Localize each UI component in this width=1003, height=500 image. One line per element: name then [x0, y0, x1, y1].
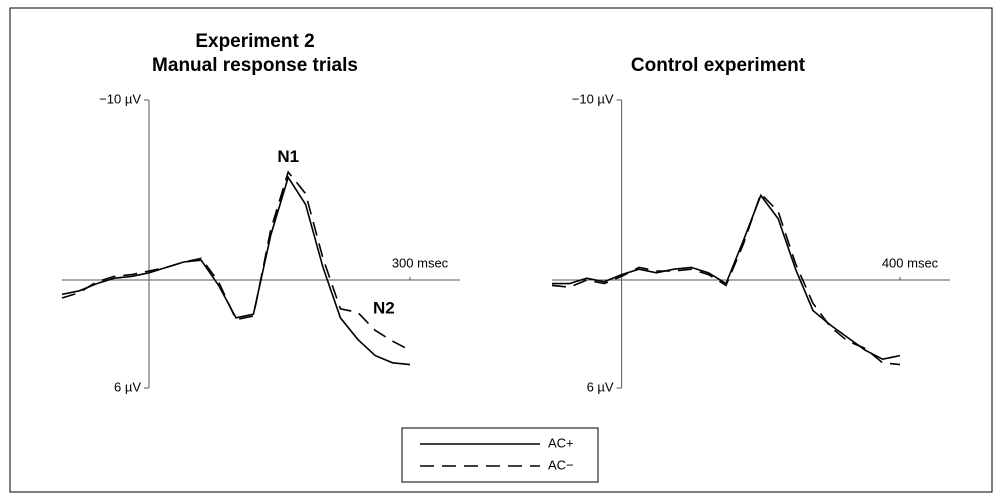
y-tick-label: 6 µV: [587, 379, 614, 394]
legend-box: [401, 427, 599, 483]
series-line: [551, 192, 901, 366]
chart-title: Experiment 2: [195, 31, 314, 52]
x-tick-label: 300 msec: [392, 255, 449, 270]
annotation: N2: [373, 298, 395, 317]
legend-label: AC−: [548, 457, 574, 472]
series-line: [552, 193, 901, 361]
series-line: [61, 175, 411, 366]
legend-label: AC+: [548, 435, 574, 450]
chart-title: Control experiment: [631, 55, 806, 76]
chart-subtitle: Manual response trials: [152, 55, 358, 76]
y-tick-label: −10 µV: [572, 91, 614, 106]
y-tick-label: 6 µV: [114, 379, 141, 394]
frame: [9, 7, 993, 493]
series-line: [61, 170, 411, 351]
annotation: N1: [277, 147, 299, 166]
y-tick-label: −10 µV: [99, 91, 141, 106]
x-tick-label: 400 msec: [882, 255, 939, 270]
